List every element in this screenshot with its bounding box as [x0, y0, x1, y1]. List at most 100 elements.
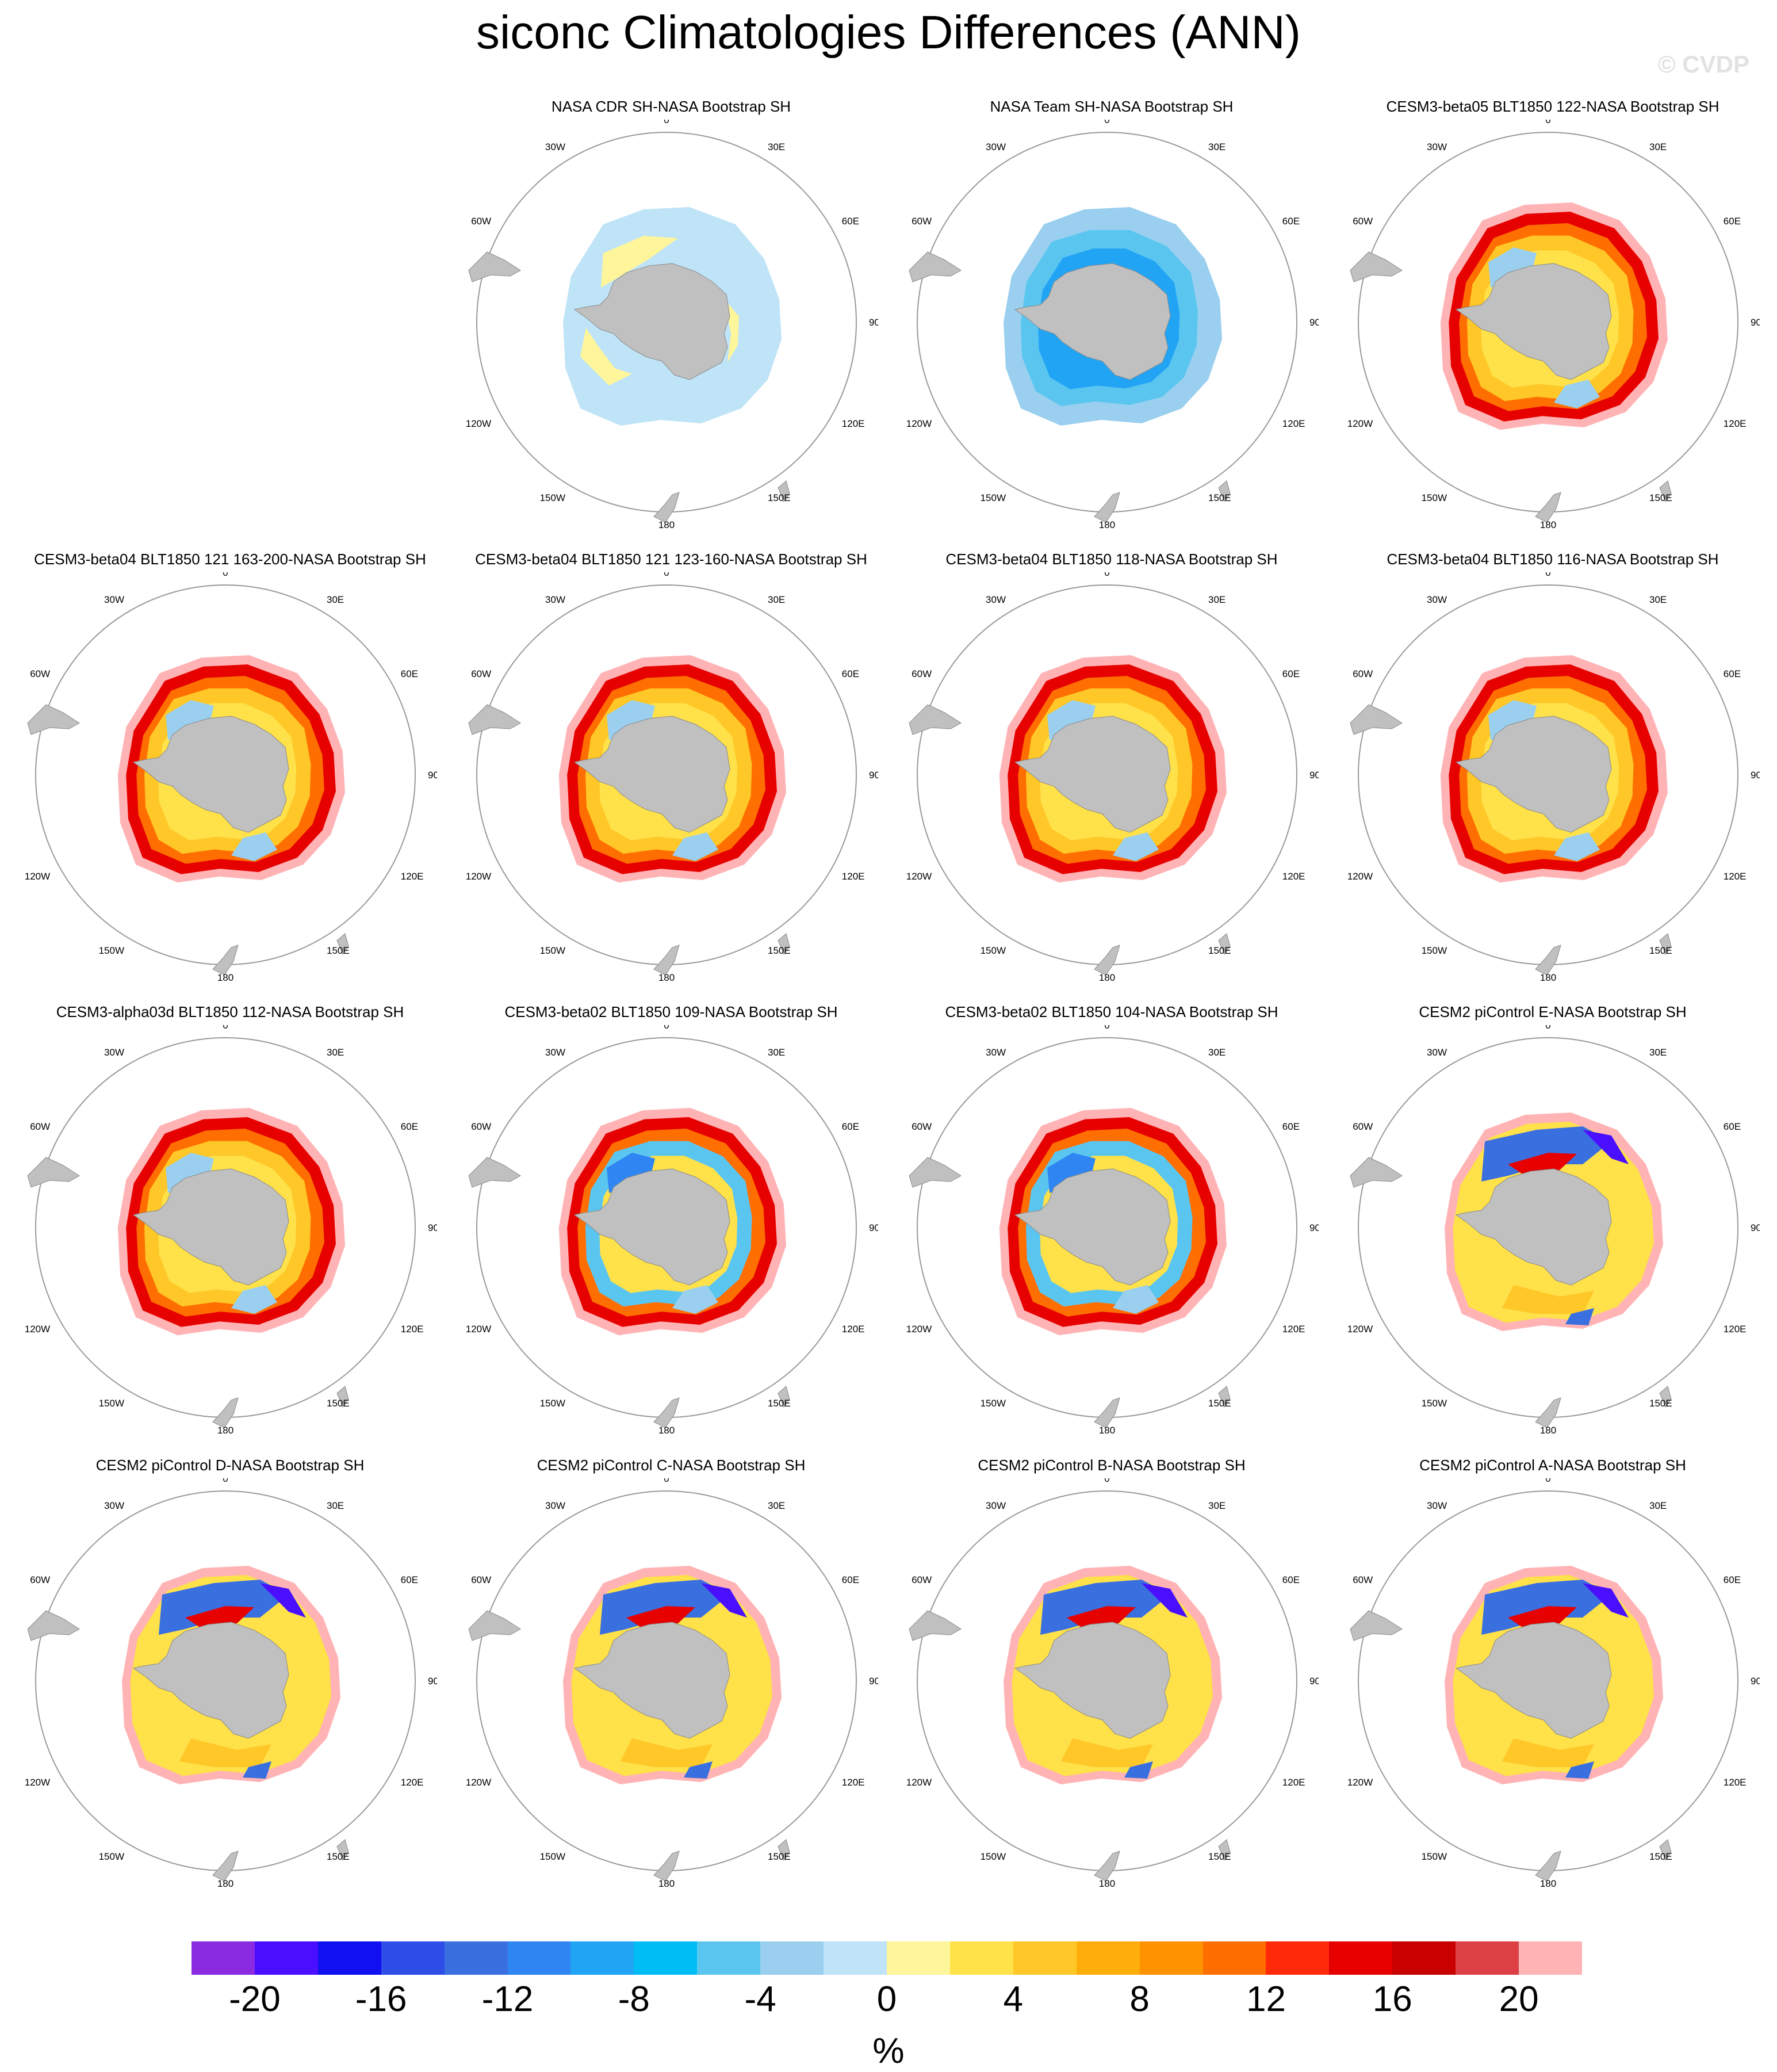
antarctica-landmass: [573, 1168, 730, 1286]
longitude-label: 60W: [471, 668, 491, 679]
map-panel: CESM3-beta04 BLT1850 121 163-200-NASA Bo…: [23, 551, 437, 983]
panel-title: CESM3-beta04 BLT1850 121 123-160-NASA Bo…: [475, 551, 867, 568]
longitude-label: 150W: [99, 1398, 124, 1409]
longitude-label: 90E: [1751, 770, 1760, 781]
colorbar-cell: [887, 1941, 951, 1975]
longitude-label: 30W: [986, 1047, 1006, 1058]
longitude-label: 0: [223, 572, 228, 578]
polar-map: 030E60E90E120E150E180150W120W90W60W30W: [1347, 120, 1760, 530]
longitude-label: 150W: [981, 492, 1006, 503]
colorbar-cell: [570, 1941, 634, 1975]
longitude-label: 120E: [401, 1324, 424, 1335]
colorbar-cell: [381, 1941, 445, 1975]
polar-map: 030E60E90E120E150E180150W120W90W60W30W: [906, 1025, 1319, 1436]
new-zealand-landmass: [1535, 945, 1561, 976]
new-zealand-landmass: [653, 1851, 680, 1882]
longitude-label: 30W: [104, 594, 124, 605]
south-america-landmass: [909, 1157, 962, 1188]
colorbar-cell: [634, 1941, 698, 1975]
longitude-label: 90E: [1309, 317, 1319, 328]
colorbar-cell: [192, 1941, 255, 1975]
longitude-label: 60E: [842, 668, 859, 679]
panel-title: CESM3-beta02 BLT1850 104-NASA Bootstrap …: [945, 1003, 1278, 1020]
longitude-label: 150W: [1422, 1851, 1447, 1862]
longitude-label: 60W: [30, 668, 50, 679]
longitude-label: 30E: [327, 594, 344, 605]
cvdp-watermark: © CVDP: [1657, 51, 1749, 78]
longitude-label: 30W: [545, 1500, 565, 1511]
longitude-label: 60E: [842, 216, 859, 227]
longitude-label: 180: [1099, 519, 1115, 530]
longitude-label: 60E: [842, 1574, 859, 1585]
longitude-label: 90E: [428, 1676, 437, 1687]
new-zealand-landmass: [1535, 1397, 1561, 1428]
longitude-label: 60E: [1282, 668, 1300, 679]
longitude-label: 150E: [327, 1398, 350, 1409]
longitude-label: 150W: [981, 1398, 1006, 1409]
longitude-label: 30E: [1208, 142, 1225, 152]
longitude-label: 150E: [768, 1398, 791, 1409]
longitude-label: 30E: [768, 1500, 785, 1511]
colorbar-cell: [824, 1941, 887, 1975]
longitude-label: 60E: [401, 1121, 418, 1132]
longitude-label: 90E: [428, 1222, 437, 1233]
longitude-label: 150W: [540, 1398, 565, 1409]
colorbar-cell: [317, 1941, 382, 1975]
panel-title: CESM2 piControl D-NASA Bootstrap SH: [95, 1456, 365, 1474]
panel-title: NASA CDR SH-NASA Bootstrap SH: [551, 98, 791, 115]
map-panel: NASA Team SH-NASA Bootstrap SH 0 30E 60E 90E…: [905, 98, 1319, 530]
colorbar-tick-label: 20: [1499, 1979, 1539, 2019]
colorbar-cell: [1076, 1941, 1140, 1975]
panel-title: CESM3-beta04 BLT1850 118-NASA Bootstrap …: [945, 551, 1278, 568]
antarctica-landmass: [1014, 1168, 1171, 1286]
colorbar: [192, 1941, 1583, 1975]
colorbar-tick-label: 0: [876, 1979, 897, 2019]
longitude-label: 180: [1540, 1425, 1556, 1436]
antarctica-landmass: [1014, 263, 1171, 380]
longitude-label: 30W: [1427, 1047, 1447, 1058]
polar-map: 030E60E90E120E150E180150W120W90W60W30W: [466, 572, 878, 983]
longitude-label: 0: [1545, 1478, 1550, 1484]
longitude-label: 120E: [1724, 418, 1747, 429]
colorbar-cell: [1139, 1941, 1204, 1975]
tasmania-landmass: [1659, 933, 1672, 955]
longitude-label: 60E: [401, 668, 418, 679]
panel-title: CESM2 piControl A-NASA Bootstrap SH: [1419, 1456, 1686, 1474]
longitude-label: 120E: [1282, 871, 1305, 882]
colorbar-cell: [697, 1941, 761, 1975]
south-america-landmass: [27, 1157, 80, 1188]
colorbar-cell: [444, 1941, 508, 1975]
map-panel: CESM3-beta05 BLT1850 122-NASA Bootstrap …: [1346, 98, 1760, 530]
longitude-label: 150E: [1649, 1398, 1672, 1409]
south-america-landmass: [27, 704, 80, 735]
longitude-label: 30E: [768, 1047, 785, 1058]
colorbar-cell: [949, 1941, 1014, 1975]
longitude-label: 120E: [1282, 1324, 1305, 1335]
south-america-landmass: [468, 251, 521, 282]
longitude-label: 30W: [1427, 594, 1447, 605]
longitude-label: 60W: [1353, 1121, 1373, 1132]
new-zealand-landmass: [212, 1397, 239, 1428]
longitude-label: 30E: [1649, 594, 1667, 605]
longitude-label: 120W: [906, 418, 932, 429]
longitude-label: 0: [664, 1025, 669, 1031]
longitude-label: 150W: [1422, 492, 1447, 503]
antarctica-landmass: [132, 1168, 289, 1286]
antarctica-landmass: [1455, 716, 1612, 833]
colorbar-cell: [760, 1941, 824, 1975]
tasmania-landmass: [1659, 480, 1672, 503]
new-zealand-landmass: [212, 1851, 239, 1882]
polar-map: 030E60E90E120E150E180150W120W90W60W30W: [466, 1478, 878, 1889]
longitude-label: 0: [1104, 572, 1109, 578]
longitude-label: 30W: [545, 142, 565, 152]
antarctica-landmass: [573, 1622, 730, 1739]
longitude-label: 150E: [1208, 945, 1231, 956]
polar-map: 030E60E90E120E150E180150W120W90W60W30W: [466, 1025, 878, 1436]
polar-map: 030E60E90E120E150E180150W120W90W60W30W: [906, 1478, 1319, 1889]
longitude-label: 120W: [906, 871, 932, 882]
longitude-label: 150W: [540, 492, 565, 503]
longitude-label: 30E: [768, 594, 785, 605]
colorbar-tick-label: 8: [1129, 1979, 1150, 2019]
map-panel: CESM2 piControl E-NASA Bootstrap SH 0 30E 6…: [1346, 1003, 1760, 1436]
longitude-label: 120W: [1347, 871, 1373, 882]
